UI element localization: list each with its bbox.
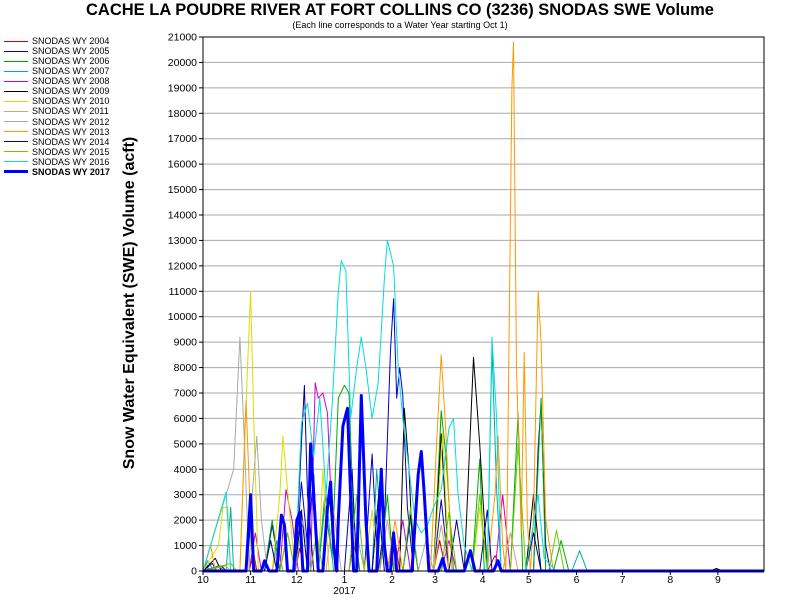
legend-label: SNODAS WY 2008: [32, 76, 110, 87]
legend-label: SNODAS WY 2006: [32, 56, 110, 67]
legend-item: SNODAS WY 2015: [4, 147, 110, 157]
legend-swatch: [4, 70, 28, 72]
x-tick-label: 3: [432, 574, 438, 586]
legend-item: SNODAS WY 2010: [4, 96, 110, 106]
legend-label: SNODAS WY 2013: [32, 126, 110, 137]
legend-label: SNODAS WY 2005: [32, 46, 110, 57]
legend-item: SNODAS WY 2012: [4, 117, 110, 127]
chart-title: CACHE LA POUDRE RIVER AT FORT COLLINS CO…: [86, 1, 714, 19]
legend-swatch: [4, 50, 28, 52]
legend-swatch: [4, 161, 28, 163]
legend-item: SNODAS WY 2009: [4, 86, 110, 96]
y-tick-label: 15000: [168, 184, 197, 196]
x-tick-label: 1: [341, 574, 347, 586]
legend-swatch: [4, 40, 28, 42]
legend-swatch: [4, 151, 28, 153]
legend-label: SNODAS WY 2012: [32, 116, 110, 127]
y-tick-label: 4000: [174, 464, 198, 476]
legend-item: SNODAS WY 2017: [4, 167, 110, 177]
chart-subtitle: (Each line corresponds to a Water Year s…: [292, 20, 508, 30]
x-tick-label: 4: [480, 574, 486, 586]
legend-swatch: [4, 141, 28, 143]
x-tick-label: 6: [574, 574, 580, 586]
legend-label: SNODAS WY 2015: [32, 146, 110, 157]
legend-label: SNODAS WY 2009: [32, 86, 110, 97]
y-tick-label: 5000: [174, 438, 198, 450]
y-tick-label: 14000: [168, 210, 197, 222]
x-tick-label: 12: [291, 574, 303, 586]
y-tick-label: 17000: [168, 133, 197, 145]
legend-item: SNODAS WY 2004: [4, 36, 110, 46]
x-tick-label: 10: [197, 574, 209, 586]
legend-item: SNODAS WY 2013: [4, 127, 110, 137]
legend-label: SNODAS WY 2011: [32, 106, 109, 117]
legend-item: SNODAS WY 2007: [4, 66, 110, 76]
y-tick-label: 9000: [174, 337, 198, 349]
legend-swatch: [4, 131, 28, 133]
legend-item: SNODAS WY 2011: [4, 106, 110, 116]
legend-label: SNODAS WY 2014: [32, 136, 110, 147]
legend-item: SNODAS WY 2008: [4, 76, 110, 86]
y-tick-label: 18000: [168, 108, 197, 120]
legend-label: SNODAS WY 2016: [32, 156, 110, 167]
plot-area: [203, 37, 764, 571]
y-tick-label: 21000: [168, 32, 197, 44]
legend-label: SNODAS WY 2010: [32, 96, 110, 107]
legend-swatch: [4, 60, 28, 62]
legend-swatch: [4, 80, 28, 82]
x-tick-label: 9: [715, 574, 721, 586]
legend-swatch: [4, 110, 28, 112]
y-tick-label: 16000: [168, 159, 197, 171]
y-tick-label: 0: [191, 566, 197, 578]
legend-swatch: [4, 121, 28, 123]
x-tick-label: 5: [526, 574, 532, 586]
legend-label: SNODAS WY 2007: [32, 66, 110, 77]
y-tick-label: 11000: [169, 286, 198, 298]
y-tick-label: 8000: [174, 362, 198, 374]
y-tick-label: 10000: [168, 311, 197, 323]
x-tick-label: 8: [667, 574, 673, 586]
x-tick-label: 11: [245, 574, 256, 586]
legend-item: SNODAS WY 2016: [4, 157, 110, 167]
legend-swatch: [4, 90, 28, 92]
legend-label: SNODAS WY 2017: [32, 166, 110, 177]
legend-swatch: [4, 100, 28, 102]
y-tick-label: 1000: [174, 540, 198, 552]
legend-item: SNODAS WY 2014: [4, 137, 110, 147]
plot-border: [202, 36, 765, 572]
y-tick-label: 7000: [174, 388, 198, 400]
series-line-13: [202, 239, 764, 572]
legend-swatch: [4, 170, 28, 174]
legend-item: SNODAS WY 2006: [4, 56, 110, 66]
chart-legend: SNODAS WY 2004 SNODAS WY 2005 SNODAS WY 20…: [4, 36, 110, 177]
legend-label: SNODAS WY 2004: [32, 36, 110, 47]
y-tick-label: 20000: [168, 57, 197, 69]
y-tick-label: 13000: [168, 235, 197, 247]
y-tick-label: 3000: [174, 489, 198, 501]
y-tick-label: 6000: [174, 413, 198, 425]
y-tick-label: 2000: [174, 515, 198, 527]
y-tick-label: 19000: [168, 82, 197, 94]
x-tick-label: 2: [389, 574, 395, 586]
x-tick-label: 7: [620, 574, 626, 586]
x-year-label: 2017: [333, 586, 356, 597]
y-tick-label: 12000: [168, 260, 197, 272]
y-axis-ticks: 0 1000 2000 3000 4000 5000 6000 7000 8000 9000 100…: [168, 32, 203, 578]
legend-item: SNODAS WY 2005: [4, 46, 110, 56]
